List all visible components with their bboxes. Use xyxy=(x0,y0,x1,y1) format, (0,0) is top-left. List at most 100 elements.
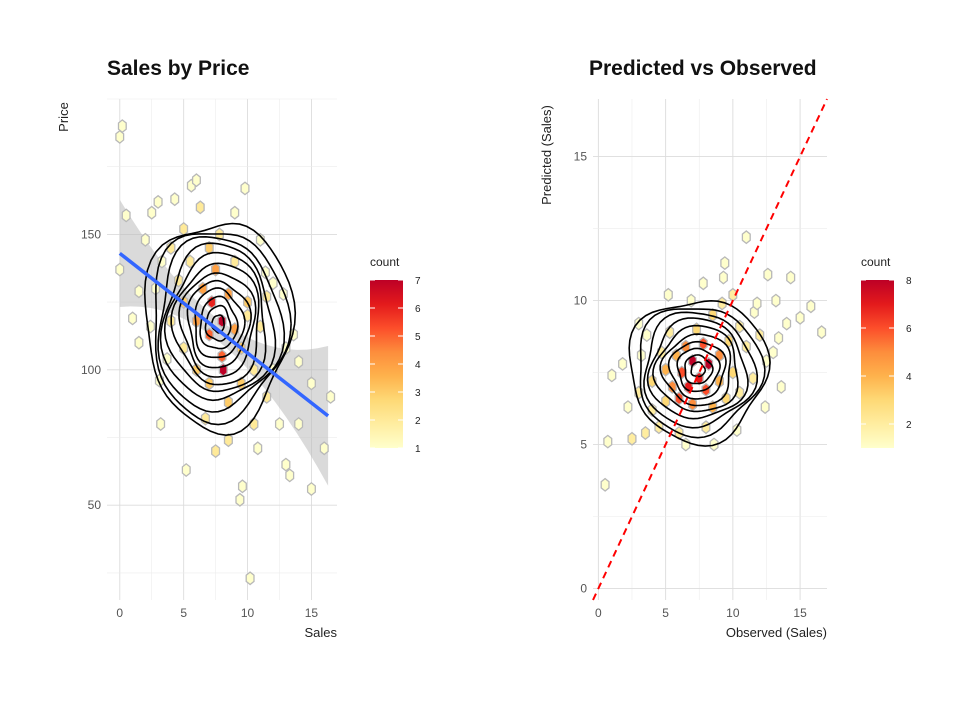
density-contour xyxy=(652,324,739,413)
hex-bin xyxy=(663,287,673,302)
hex-bin xyxy=(115,262,125,277)
hex-bin xyxy=(191,362,201,377)
hex-bin xyxy=(698,336,708,351)
y-tick-label: 5 xyxy=(580,438,587,452)
hex-bin xyxy=(763,267,773,282)
density-contour xyxy=(690,361,707,378)
density-contour xyxy=(639,308,766,439)
hex-bin xyxy=(294,416,304,432)
legend-colorbar xyxy=(861,280,894,448)
y-tick-label: 15 xyxy=(574,150,588,164)
x-axis-label: Sales xyxy=(304,625,337,640)
hex-bin xyxy=(179,221,189,237)
legend-tick-label: 4 xyxy=(415,360,421,371)
y-tick-label: 100 xyxy=(81,363,101,377)
hex-layer xyxy=(600,230,827,492)
density-contour xyxy=(157,235,286,413)
hex-bin xyxy=(776,379,786,394)
density-contour xyxy=(159,242,277,402)
y-tick-label: 0 xyxy=(580,581,587,595)
hex-bin xyxy=(728,287,738,302)
hex-bin xyxy=(661,362,671,377)
x-tick-label: 15 xyxy=(305,606,319,620)
hex-bin xyxy=(642,328,652,343)
hex-bin xyxy=(245,571,255,586)
hex-bin xyxy=(306,481,316,497)
hex-bin xyxy=(230,205,240,220)
hex-bin xyxy=(640,425,650,441)
hex-bin xyxy=(319,441,329,456)
chart-title: Predicted vs Observed xyxy=(589,57,817,80)
x-axis-label: Observed (Sales) xyxy=(726,625,827,640)
hex-bin xyxy=(667,379,677,394)
hex-bin xyxy=(607,368,617,383)
legend-tick-label: 4 xyxy=(906,372,912,383)
density-contours xyxy=(628,299,771,447)
hex-bin xyxy=(717,296,727,311)
legend-tick-label: 7 xyxy=(415,276,421,287)
x-tick-label: 0 xyxy=(116,606,123,620)
confidence-band xyxy=(119,199,329,486)
legend-title: count xyxy=(370,255,400,269)
predicted-vs-observed-chart: 0 5 10 15 0 5 10 15 Predicted vs Observed Observe… xyxy=(539,57,912,640)
hex-bin xyxy=(117,119,127,134)
legend-title: count xyxy=(861,255,891,269)
legend-tick-label: 8 xyxy=(906,276,912,287)
hex-bin xyxy=(285,468,295,483)
hex-bin xyxy=(760,400,770,415)
hex-bin xyxy=(782,316,792,331)
x-tick-label: 15 xyxy=(793,606,807,620)
hex-bin xyxy=(623,400,633,415)
hex-bin xyxy=(235,492,245,507)
density-contour xyxy=(659,333,732,407)
density-contour xyxy=(163,251,267,393)
hex-bin xyxy=(306,376,316,391)
hex-bin xyxy=(600,477,610,492)
hex-bin xyxy=(768,345,778,360)
density-contours xyxy=(143,222,297,437)
hex-bin xyxy=(698,276,708,291)
hex-bin xyxy=(237,479,247,494)
hex-bin xyxy=(281,457,291,472)
hex-bin xyxy=(817,325,827,340)
density-contour xyxy=(676,347,721,393)
hex-bin xyxy=(166,240,176,255)
hex-bin xyxy=(255,232,265,247)
hex-bin xyxy=(204,240,214,255)
legend-tick-label: 2 xyxy=(415,416,421,427)
hex-bin xyxy=(260,265,270,280)
legend-colorbar xyxy=(370,280,403,448)
density-contour xyxy=(643,311,759,429)
y-tick-label: 50 xyxy=(88,498,102,512)
density-contour xyxy=(186,279,252,369)
legend: count 2 4 6 8 xyxy=(861,255,912,448)
hex-bin xyxy=(771,293,781,308)
x-tick-label: 10 xyxy=(241,606,255,620)
hex-bin xyxy=(128,311,138,326)
legend-tick-label: 5 xyxy=(415,332,421,343)
hex-bin xyxy=(156,416,166,432)
density-contour xyxy=(646,317,749,420)
y-axis-label: Price xyxy=(56,102,71,132)
y-axis-label: Predicted (Sales) xyxy=(539,105,554,205)
legend-tick-label: 3 xyxy=(415,388,421,399)
hex-bin xyxy=(806,299,816,314)
hex-bin xyxy=(294,354,304,369)
legend-tick-label: 6 xyxy=(415,304,421,315)
hex-bin xyxy=(134,335,144,350)
hex-bin xyxy=(274,416,285,432)
hex-bin xyxy=(268,276,278,291)
density-contour xyxy=(204,304,232,342)
legend-tick-label: 1 xyxy=(415,444,421,455)
hex-bin xyxy=(748,371,758,386)
hex-bin xyxy=(718,270,728,285)
hex-bin xyxy=(170,192,180,207)
legend-tick-label: 6 xyxy=(906,324,912,335)
legend-tick-label: 2 xyxy=(906,420,912,431)
hex-bin xyxy=(326,389,336,404)
hex-bin xyxy=(195,200,205,215)
density-contour xyxy=(199,295,239,350)
density-contour xyxy=(194,287,246,359)
hex-bin xyxy=(720,256,730,271)
